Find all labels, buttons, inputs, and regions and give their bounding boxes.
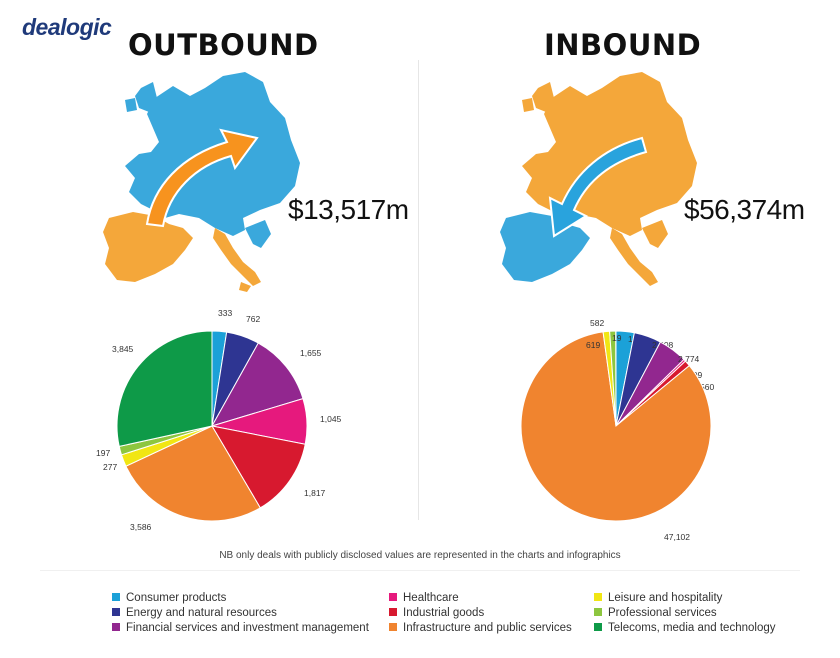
inbound-total: $56,374m xyxy=(684,194,805,225)
legend-label: Financial services and investment manage… xyxy=(126,622,369,634)
legend-item-energy: Energy and natural resources xyxy=(112,607,277,620)
outbound-slice-infrastructure-and-public-services xyxy=(125,425,261,522)
legend-swatch xyxy=(112,623,120,631)
inbound-data-label: 560 xyxy=(700,382,714,392)
legend-swatch xyxy=(594,623,602,631)
legend-item-industrial-goods: Industrial goods xyxy=(389,607,484,620)
outbound-europe-map xyxy=(103,72,300,292)
legend-item-telecoms: Telecoms, media and technology xyxy=(594,622,776,635)
legend-label: Industrial goods xyxy=(403,607,485,619)
dealogic-logo: dealogic xyxy=(22,14,112,40)
outbound-data-label: 197 xyxy=(96,448,110,458)
legend-swatch xyxy=(389,593,397,601)
outbound-data-label: 762 xyxy=(246,314,260,324)
inbound-data-label: 2,774 xyxy=(678,354,700,364)
inbound-data-label: 19 xyxy=(612,333,622,343)
legend-swatch xyxy=(389,608,397,616)
inbound-data-label: 582 xyxy=(590,318,604,328)
outbound-slice-industrial-goods xyxy=(211,425,306,509)
outbound-data-label: 1,817 xyxy=(304,488,326,498)
legend-label: Energy and natural resources xyxy=(126,607,277,619)
legend-label: Professional services xyxy=(608,607,717,619)
legend-swatch xyxy=(594,593,602,601)
outbound-heading: OUTBOUND xyxy=(128,28,319,62)
outbound-data-label: 1,045 xyxy=(320,414,342,424)
outbound-data-label: 1,655 xyxy=(300,348,322,358)
legend-separator xyxy=(40,570,800,571)
legend-label: Consumer products xyxy=(126,592,227,604)
legend-item-leisure-hospitality: Leisure and hospitality xyxy=(594,592,722,605)
inbound-data-label: 47,102 xyxy=(664,532,690,542)
inbound-europe-map xyxy=(500,72,697,286)
inbound-slice-infrastructure-and-public-services xyxy=(520,331,712,522)
outbound-data-label: 277 xyxy=(103,462,117,472)
legend-label: Leisure and hospitality xyxy=(608,592,723,604)
legend-swatch xyxy=(389,623,397,631)
column-divider xyxy=(418,60,419,520)
iberia-shape xyxy=(500,212,590,282)
inbound-heading: INBOUND xyxy=(544,28,702,62)
iberia-italy-shape xyxy=(103,212,261,292)
legend-item-healthcare: Healthcare xyxy=(389,592,459,605)
outbound-total: $13,517m xyxy=(288,194,409,225)
legend-item-infrastructure: Infrastructure and public services xyxy=(389,622,572,635)
outbound-data-label: 333 xyxy=(218,308,232,318)
pie-charts: 3337621,6551,0451,8173,5862771973,8451,7… xyxy=(96,308,714,542)
outbound-slice-telecoms-media-and-technology xyxy=(116,330,213,448)
legend-swatch xyxy=(594,608,602,616)
outbound-data-label: 3,845 xyxy=(112,344,134,354)
outbound-pie: 333 762 1,655 1,045 1,817 3,586 277 197 3,845 xyxy=(96,308,342,532)
legend-item-professional-services: Professional services xyxy=(594,607,717,620)
legend-label: Healthcare xyxy=(403,592,459,604)
legend-swatch xyxy=(112,608,120,616)
legend-item-financial-services: Financial services and investment manage… xyxy=(112,622,369,635)
legend-label: Telecoms, media and technology xyxy=(608,622,776,634)
legend-swatch xyxy=(112,593,120,601)
footnote: NB only deals with publicly disclosed va… xyxy=(219,550,621,561)
legend-item-consumer-products: Consumer products xyxy=(112,592,226,605)
inbound-arrow-shape xyxy=(548,136,648,238)
inbound-data-label: 619 xyxy=(586,340,600,350)
legend-label: Infrastructure and public services xyxy=(403,622,572,634)
outbound-data-label: 3,586 xyxy=(130,522,152,532)
outbound-arrow-shape xyxy=(145,128,259,228)
